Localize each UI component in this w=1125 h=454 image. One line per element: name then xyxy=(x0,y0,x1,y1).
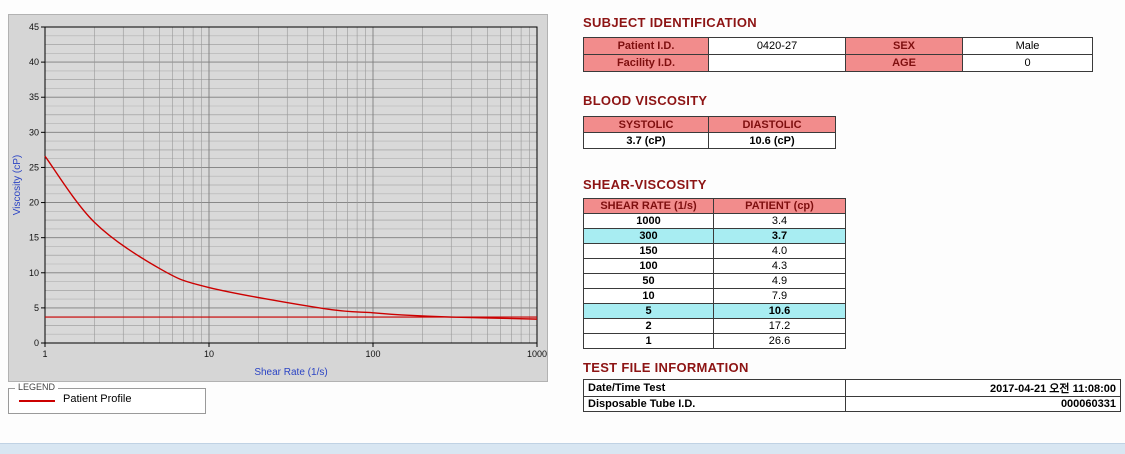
patient-profile-line-swatch xyxy=(19,400,55,402)
svg-text:40: 40 xyxy=(29,57,39,67)
systolic-value: 3.7 (cP) xyxy=(583,132,709,149)
chart-legend: LEGEND Patient Profile xyxy=(8,382,206,414)
patient-value-cell: 26.6 xyxy=(713,333,846,349)
table-row: 10 7.9 xyxy=(583,288,846,304)
column-header: PATIENT (cp) xyxy=(713,198,846,214)
patient-value-cell: 17.2 xyxy=(713,318,846,334)
shear-rate-cell: 100 xyxy=(583,258,714,274)
status-bar xyxy=(0,443,1125,454)
field-label: Disposable Tube I.D. xyxy=(583,396,846,412)
section-title-subject: SUBJECT IDENTIFICATION xyxy=(583,15,757,30)
shear-rate-cell: 10 xyxy=(583,288,714,304)
field-value: 0 xyxy=(962,54,1093,72)
legend-label: Patient Profile xyxy=(63,393,132,405)
svg-text:10: 10 xyxy=(29,268,39,278)
field-value xyxy=(708,54,846,72)
blood-viscosity-table: SYSTOLIC DIASTOLIC 3.7 (cP) 10.6 (cP) xyxy=(583,116,836,149)
table-row: 100 4.3 xyxy=(583,258,846,274)
section-title-blood: BLOOD VISCOSITY xyxy=(583,93,708,108)
table-row: Facility I.D. AGE 0 xyxy=(583,54,1093,72)
field-label: AGE xyxy=(845,54,963,72)
diastolic-value: 10.6 (cP) xyxy=(708,132,836,149)
svg-text:Viscosity (cP): Viscosity (cP) xyxy=(12,155,23,215)
table-row: Date/Time Test 2017-04-21 오전 11:08:00 xyxy=(583,379,1121,397)
svg-text:10: 10 xyxy=(204,349,214,359)
svg-text:20: 20 xyxy=(29,198,39,208)
section-title-shear: SHEAR-VISCOSITY xyxy=(583,177,707,192)
field-value: 000060331 xyxy=(845,396,1121,412)
field-value: 0420-27 xyxy=(708,37,846,55)
patient-value-cell: 3.4 xyxy=(713,213,846,229)
column-header: DIASTOLIC xyxy=(708,116,836,133)
svg-text:5: 5 xyxy=(34,303,39,313)
legend-title: LEGEND xyxy=(15,382,59,392)
shear-rate-cell: 1000 xyxy=(583,213,714,229)
table-row: 300 3.7 xyxy=(583,228,846,244)
svg-text:15: 15 xyxy=(29,233,39,243)
table-row: SYSTOLIC DIASTOLIC xyxy=(583,116,836,133)
svg-text:25: 25 xyxy=(29,162,39,172)
patient-value-cell: 3.7 xyxy=(713,228,846,244)
patient-value-cell: 4.3 xyxy=(713,258,846,274)
svg-text:1000: 1000 xyxy=(527,349,547,359)
patient-value-cell: 4.9 xyxy=(713,273,846,289)
field-label: Date/Time Test xyxy=(583,379,846,397)
field-value: Male xyxy=(962,37,1093,55)
shear-rate-cell: 2 xyxy=(583,318,714,334)
shear-rate-cell: 5 xyxy=(583,303,714,319)
field-label: SEX xyxy=(845,37,963,55)
shear-rate-cell: 50 xyxy=(583,273,714,289)
table-row: SHEAR RATE (1/s) PATIENT (cp) xyxy=(583,198,846,214)
svg-text:100: 100 xyxy=(365,349,380,359)
patient-value-cell: 4.0 xyxy=(713,243,846,259)
table-row: 150 4.0 xyxy=(583,243,846,259)
shear-viscosity-table: SHEAR RATE (1/s) PATIENT (cp) 1000 3.4 3… xyxy=(583,198,846,349)
svg-text:0: 0 xyxy=(34,338,39,348)
viscosity-chart: 0 5 10 15 20 25 30 35 40 45 1 10 100 1000 Shear Rate (… xyxy=(8,14,548,382)
patient-value-cell: 7.9 xyxy=(713,288,846,304)
field-label: Facility I.D. xyxy=(583,54,709,72)
section-title-test-file: TEST FILE INFORMATION xyxy=(583,360,749,375)
table-row: 50 4.9 xyxy=(583,273,846,289)
shear-rate-cell: 150 xyxy=(583,243,714,259)
table-row: Disposable Tube I.D. 000060331 xyxy=(583,396,1121,412)
table-row: 1000 3.4 xyxy=(583,213,846,229)
patient-value-cell: 10.6 xyxy=(713,303,846,319)
svg-text:30: 30 xyxy=(29,127,39,137)
svg-text:Shear Rate (1/s): Shear Rate (1/s) xyxy=(254,367,327,378)
table-row: Patient I.D. 0420-27 SEX Male xyxy=(583,37,1093,55)
shear-rate-cell: 300 xyxy=(583,228,714,244)
svg-text:1: 1 xyxy=(42,349,47,359)
shear-rate-cell: 1 xyxy=(583,333,714,349)
column-header: SYSTOLIC xyxy=(583,116,709,133)
subject-table: Patient I.D. 0420-27 SEX Male Facility I… xyxy=(583,37,1093,72)
field-label: Patient I.D. xyxy=(583,37,709,55)
svg-text:35: 35 xyxy=(29,92,39,102)
table-row: 2 17.2 xyxy=(583,318,846,334)
svg-text:45: 45 xyxy=(29,22,39,32)
test-file-table: Date/Time Test 2017-04-21 오전 11:08:00 Di… xyxy=(583,379,1121,412)
field-value: 2017-04-21 오전 11:08:00 xyxy=(845,379,1121,397)
table-row: 1 26.6 xyxy=(583,333,846,349)
table-row: 3.7 (cP) 10.6 (cP) xyxy=(583,132,836,149)
column-header: SHEAR RATE (1/s) xyxy=(583,198,714,214)
table-row: 5 10.6 xyxy=(583,303,846,319)
